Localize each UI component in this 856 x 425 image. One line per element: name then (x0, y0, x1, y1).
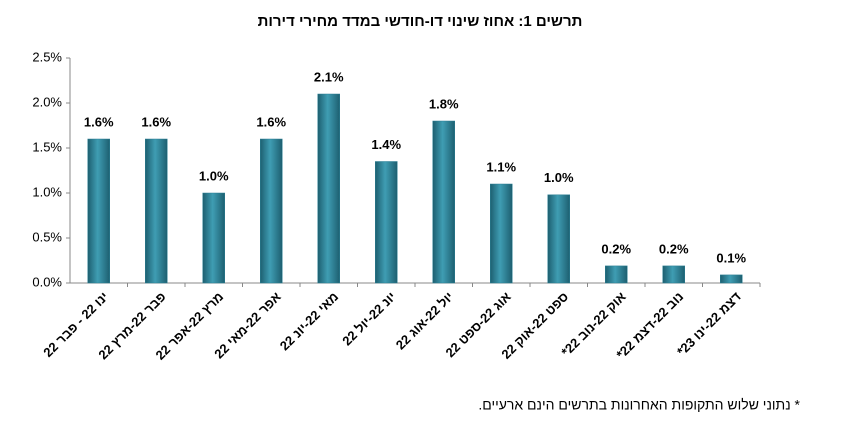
value-label: 0.2% (659, 241, 689, 256)
x-tick-label: יול 22-אוג 22 (393, 289, 456, 352)
value-label: 1.4% (371, 137, 401, 152)
bar (547, 194, 570, 284)
bar (432, 120, 455, 284)
bar (317, 93, 340, 284)
value-label: 1.8% (429, 96, 459, 111)
bar (87, 138, 110, 284)
value-label: 1.0% (199, 168, 229, 183)
value-label: 1.1% (486, 159, 516, 174)
value-label: 1.6% (141, 114, 171, 129)
bar (605, 265, 628, 284)
value-label: 1.0% (544, 170, 574, 185)
x-tick-label: מאי 22-יונ 22 (277, 289, 341, 353)
value-label: 2.1% (314, 69, 344, 84)
bar (662, 265, 685, 284)
y-tick-label: 0.0% (32, 274, 62, 289)
y-tick-label: 1.0% (32, 184, 62, 199)
bar (145, 138, 168, 284)
y-tick-label: 2.0% (32, 94, 62, 109)
y-tick-label: 2.5% (32, 49, 62, 64)
bar (260, 138, 283, 284)
value-label: 0.1% (716, 250, 746, 265)
value-label: 0.2% (601, 241, 631, 256)
value-label: 1.6% (84, 114, 114, 129)
chart-title: תרשים 1: אחוז שינוי דו-חודשי במדד מחירי … (258, 13, 583, 30)
y-tick-label: 1.5% (32, 139, 62, 154)
bar (720, 274, 743, 284)
bar (375, 161, 398, 284)
bar (202, 192, 225, 284)
y-tick-label: 0.5% (32, 229, 62, 244)
footnote: * נתוני שלוש התקופות האחרונות בתרשים הינ… (478, 397, 800, 413)
bar (490, 183, 513, 284)
value-label: 1.6% (256, 114, 286, 129)
x-tick-label: יונ 22-יול 22 (339, 289, 399, 349)
